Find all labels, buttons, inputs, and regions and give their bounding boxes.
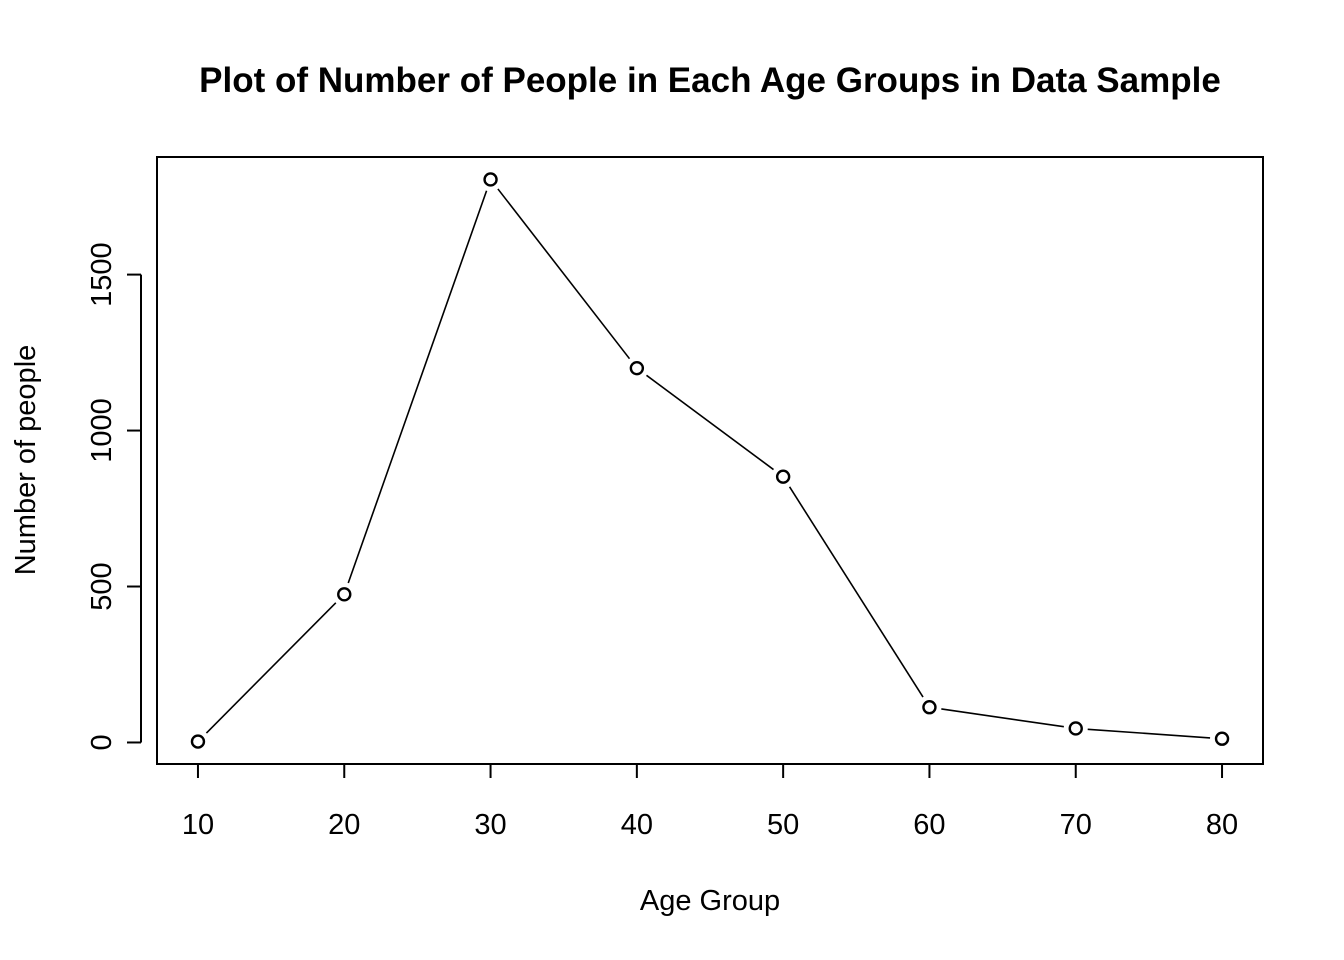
y-axis-title: Number of people bbox=[10, 345, 42, 576]
series-line-segment bbox=[646, 374, 774, 471]
data-point bbox=[1068, 721, 1083, 736]
x-axis-title: Age Group bbox=[640, 885, 780, 917]
series-line-segment bbox=[347, 190, 488, 584]
x-tick-label: 30 bbox=[474, 809, 506, 841]
data-point bbox=[775, 469, 791, 484]
x-axis: 10 20 30 40 50 60 70 80 bbox=[182, 763, 1238, 841]
series-line-segment bbox=[788, 486, 924, 698]
x-tick-label: 60 bbox=[913, 809, 945, 841]
series-line-segment bbox=[1087, 728, 1211, 739]
data-point bbox=[483, 172, 498, 187]
y-tick-label: 0 bbox=[86, 734, 118, 750]
y-tick-label: 1000 bbox=[86, 398, 118, 463]
data-point bbox=[922, 700, 937, 715]
data-point bbox=[1214, 731, 1230, 746]
x-tick-label: 70 bbox=[1060, 809, 1092, 841]
x-tick-label: 20 bbox=[328, 809, 360, 841]
series-line-segment bbox=[205, 602, 337, 734]
series-line-segment bbox=[941, 708, 1064, 728]
y-tick-label: 500 bbox=[86, 562, 118, 610]
chart-title: Plot of Number of People in Each Age Gro… bbox=[199, 61, 1221, 100]
data-point bbox=[337, 587, 352, 602]
y-axis: 0 500 1000 1500 bbox=[86, 242, 142, 751]
series-people-count bbox=[190, 172, 1230, 749]
data-point bbox=[629, 360, 645, 376]
y-tick-label: 1500 bbox=[86, 242, 118, 307]
series-line-segment bbox=[497, 188, 631, 360]
x-tick-label: 10 bbox=[182, 809, 214, 841]
x-tick-label: 50 bbox=[767, 809, 799, 841]
plot-frame bbox=[156, 156, 1264, 765]
data-point bbox=[190, 734, 206, 749]
x-tick-label: 40 bbox=[621, 809, 653, 841]
x-tick-label: 80 bbox=[1206, 809, 1238, 841]
